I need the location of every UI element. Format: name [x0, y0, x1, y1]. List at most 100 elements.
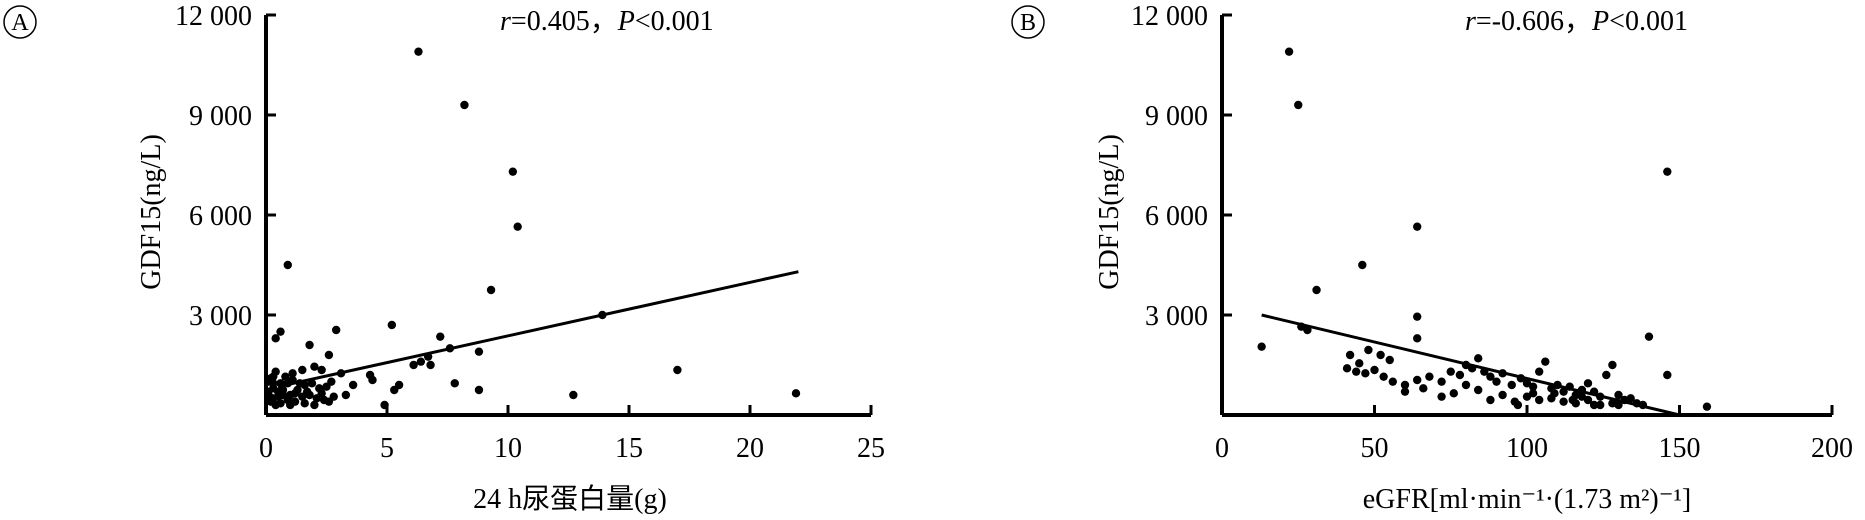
data-point — [1589, 387, 1599, 396]
data-point — [293, 385, 302, 395]
y-tick-label: 6 000 — [189, 201, 252, 232]
data-point — [1257, 342, 1266, 351]
stat-r-value: =0.405 — [511, 6, 590, 37]
data-point — [1388, 377, 1398, 386]
data-point — [513, 222, 522, 231]
data-point — [1498, 369, 1507, 378]
data-point — [1413, 222, 1422, 231]
y-tick-label: 12 000 — [1131, 1, 1208, 32]
x-tick-label: 150 — [1659, 433, 1701, 464]
data-point — [324, 397, 334, 406]
data-point — [278, 390, 288, 400]
data-point — [305, 340, 314, 350]
data-point — [331, 325, 341, 335]
data-point — [598, 310, 607, 320]
data-point — [317, 389, 326, 398]
data-point — [1361, 369, 1370, 378]
data-point — [474, 347, 484, 356]
data-point — [1528, 382, 1538, 391]
data-point — [1474, 385, 1483, 395]
x-tick-label: 5 — [380, 433, 394, 464]
data-point — [1498, 390, 1507, 400]
y-tick-label: 3 000 — [1145, 301, 1208, 332]
data-point — [1400, 380, 1410, 390]
data-point — [1541, 357, 1550, 366]
data-point — [1446, 367, 1455, 376]
data-point — [1614, 390, 1623, 400]
regression-line — [277, 270, 799, 389]
data-point — [264, 387, 273, 396]
data-point — [486, 285, 496, 295]
data-point — [1583, 379, 1593, 388]
stat-p-label: P — [617, 6, 635, 37]
stat-annotation: r=-0.606，P<0.001 — [1465, 6, 1688, 37]
data-point — [1413, 312, 1422, 321]
data-point — [387, 320, 397, 330]
x-tick-label: 10 — [494, 433, 522, 464]
data-point — [1467, 364, 1477, 373]
data-point — [288, 369, 297, 378]
data-point — [1559, 387, 1568, 396]
y-tick-label: 3 000 — [189, 301, 252, 332]
data-point — [414, 47, 423, 56]
x-axis-label: eGFR[ml·min⁻¹·(1.73 m²)⁻¹] — [1363, 484, 1691, 515]
data-point — [460, 100, 469, 110]
data-point — [380, 400, 389, 410]
data-point — [1461, 380, 1471, 390]
stat-separator: ， — [590, 6, 618, 37]
data-point — [1602, 370, 1611, 380]
data-point — [1413, 375, 1422, 385]
data-point — [1565, 382, 1574, 391]
x-tick-label: 15 — [615, 433, 643, 464]
panel-letter: B — [1020, 10, 1036, 36]
data-point — [1437, 377, 1446, 386]
data-point — [416, 357, 426, 366]
stat-annotation: r=0.405，P<0.001 — [500, 6, 714, 37]
data-point — [1449, 389, 1459, 398]
data-point — [1345, 350, 1355, 360]
data-point — [1614, 400, 1623, 410]
stat-separator: ， — [1564, 6, 1592, 37]
data-point — [1663, 370, 1672, 380]
data-point — [1303, 325, 1312, 335]
stat-r-value: =-0.606 — [1476, 6, 1564, 37]
panel-letter: A — [11, 10, 29, 36]
x-tick-label: 20 — [736, 433, 764, 464]
y-axis-label: GDF15(ng/L) — [136, 134, 167, 290]
data-point — [1577, 392, 1587, 401]
y-tick-label: 9 000 — [189, 101, 252, 132]
data-point — [1568, 395, 1577, 405]
data-point — [300, 399, 309, 408]
data-point — [445, 344, 455, 353]
data-point — [1535, 395, 1544, 405]
data-point — [348, 380, 358, 390]
data-point — [307, 379, 317, 388]
data-point — [1596, 392, 1605, 401]
data-point — [1342, 364, 1352, 373]
data-point — [1474, 354, 1483, 363]
panel-a: A 0 5 10 15 20 25 3 000 6 000 9 000 12 000 24 h尿蛋白量… — [3, 1, 885, 515]
data-point — [298, 365, 307, 375]
data-point — [1492, 377, 1501, 386]
data-point — [271, 334, 280, 343]
data-point — [1352, 367, 1361, 376]
data-point — [474, 385, 484, 395]
panel-b: B 0 50 100 150 200 3 000 6 000 9 000 12 000 eGFR[m… — [1011, 1, 1853, 515]
data-point — [288, 375, 297, 385]
x-tick-label: 50 — [1361, 433, 1389, 464]
data-point — [1355, 359, 1364, 368]
data-point — [1559, 397, 1568, 406]
data-point — [1364, 345, 1373, 355]
data-point — [1455, 370, 1465, 380]
data-point — [1480, 367, 1489, 376]
data-point — [1516, 374, 1526, 383]
data-point — [341, 390, 351, 400]
data-point — [673, 365, 682, 375]
data-point — [317, 365, 326, 375]
data-point — [336, 369, 346, 378]
data-point — [283, 260, 292, 270]
panel-letter-circle — [3, 5, 37, 39]
data-point — [302, 387, 312, 396]
data-point — [281, 372, 290, 381]
